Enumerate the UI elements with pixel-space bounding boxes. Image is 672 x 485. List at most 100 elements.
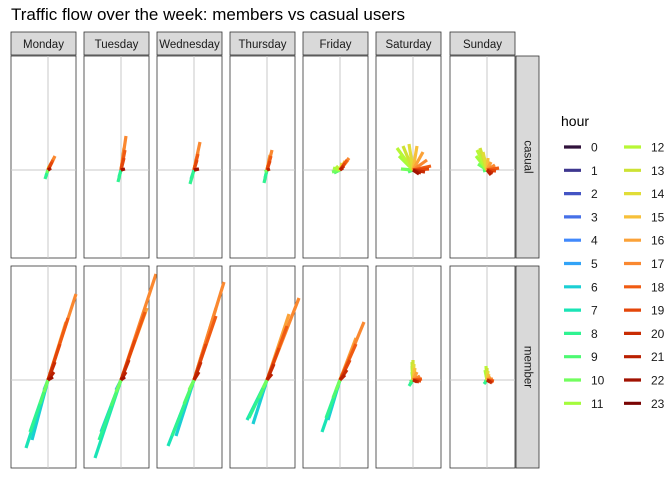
legend-label: 20 [651, 327, 665, 341]
segment-hour-10 [42, 379, 50, 393]
legend-item-hour-0: 0 [564, 141, 598, 155]
facet-strip-member: member [515, 265, 540, 469]
panel-background [83, 265, 150, 469]
legend-label: 1 [591, 164, 598, 178]
facet-strip-bg [515, 265, 540, 469]
facet-strip-label: Friday [320, 39, 352, 51]
segment-hour-21 [266, 167, 271, 172]
panel-background [156, 55, 223, 259]
chart-title: Traffic flow over the week: members vs c… [11, 5, 405, 24]
legend-label: 3 [591, 210, 598, 224]
facet-strip-wednesday: Wednesday [156, 31, 223, 56]
panel-member-monday [10, 265, 78, 469]
facet-strip-bg [375, 31, 442, 56]
facet-strip-sunday: Sunday [449, 31, 516, 56]
legend-item-hour-14: 14 [624, 187, 665, 201]
legend-item-hour-12: 12 [624, 141, 665, 155]
panel-member-wednesday [156, 265, 226, 469]
legend-label: 16 [651, 234, 665, 248]
legend-item-hour-15: 15 [624, 210, 665, 224]
legend-item-hour-9: 9 [564, 350, 598, 364]
segment-hour-8 [116, 169, 123, 183]
legend-label: 17 [651, 257, 665, 271]
facet-strip-bg [515, 55, 540, 259]
legend-item-hour-22: 22 [624, 374, 665, 388]
legend-label: 12 [651, 141, 665, 155]
legend-label: 6 [591, 280, 598, 294]
legend-label: 22 [651, 374, 665, 388]
panel-background [302, 55, 369, 259]
facet-strip-friday: Friday [302, 31, 369, 56]
facet-strip-bg [302, 31, 369, 56]
facet-strip-thursday: Thursday [229, 31, 296, 56]
legend-label: 9 [591, 350, 598, 364]
facet-strip-label: Wednesday [159, 39, 220, 51]
segment-hour-10 [187, 379, 196, 391]
facet-strip-bg [10, 31, 77, 56]
facet-strip-label: member [522, 346, 534, 388]
legend-item-hour-21: 21 [624, 350, 665, 364]
facet-strip-bg [229, 31, 296, 56]
legend-item-hour-8: 8 [564, 327, 598, 341]
segment-hour-22 [120, 375, 126, 382]
panel-casual-thursday [229, 55, 296, 259]
legend-label: 18 [651, 280, 665, 294]
segment-hour-22 [47, 167, 51, 172]
segment-hour-21 [486, 378, 491, 384]
facet-strip-bg [83, 31, 150, 56]
legend-label: 21 [651, 350, 665, 364]
panel-member-saturday [375, 265, 442, 469]
legend-item-hour-18: 18 [624, 280, 665, 294]
segment-hour-21 [339, 166, 344, 172]
segment-hour-9 [409, 378, 414, 384]
segment-hour-10 [263, 168, 269, 174]
legend-label: 2 [591, 187, 598, 201]
panel-background [83, 55, 150, 259]
legend-label: 19 [651, 304, 665, 318]
segment-hour-21 [412, 378, 418, 384]
panel-casual-wednesday [156, 55, 223, 259]
panel-casual-tuesday [83, 55, 150, 259]
facet-strip-label: Sunday [463, 39, 502, 51]
panel-background [156, 265, 223, 469]
panel-background [375, 265, 442, 469]
facet-strip-casual: casual [515, 55, 540, 259]
legend-item-hour-23: 23 [624, 397, 665, 411]
segment-hour-21 [485, 169, 493, 176]
segment-hour-10 [45, 169, 50, 174]
legend-item-hour-20: 20 [624, 327, 665, 341]
segment-hour-10 [261, 379, 269, 389]
legend-label: 23 [651, 397, 665, 411]
panel-member-tuesday [83, 265, 158, 469]
segment-hour-9 [484, 378, 488, 383]
panel-background [229, 265, 296, 469]
legend: hour012345678910111213141516171819202122… [561, 113, 665, 411]
facet-strip-tuesday: Tuesday [83, 31, 150, 56]
legend-item-hour-1: 1 [564, 164, 598, 178]
segment-hour-10 [334, 379, 342, 391]
legend-item-hour-13: 13 [624, 164, 665, 178]
legend-item-hour-11: 11 [564, 397, 604, 411]
panel-casual-friday [302, 55, 369, 259]
legend-label: 10 [591, 374, 605, 388]
segment-hour-10 [114, 379, 123, 393]
legend-label: 5 [591, 257, 598, 271]
segment-hour-21 [192, 371, 201, 381]
facet-strip-bg [156, 31, 223, 56]
legend-label: 15 [651, 210, 665, 224]
segment-hour-19 [119, 157, 126, 171]
legend-item-hour-17: 17 [624, 257, 665, 271]
legend-item-hour-6: 6 [564, 280, 598, 294]
segment-hour-22 [412, 168, 420, 176]
panel-casual-sunday [449, 55, 516, 259]
legend-label: 4 [591, 234, 598, 248]
legend-item-hour-19: 19 [624, 304, 665, 318]
legend-item-hour-3: 3 [564, 210, 598, 224]
panel-background [10, 55, 77, 259]
segment-hour-22 [120, 167, 126, 172]
facet-strip-label: Thursday [239, 39, 287, 51]
legend-item-hour-16: 16 [624, 234, 665, 248]
legend-item-hour-7: 7 [564, 304, 598, 318]
